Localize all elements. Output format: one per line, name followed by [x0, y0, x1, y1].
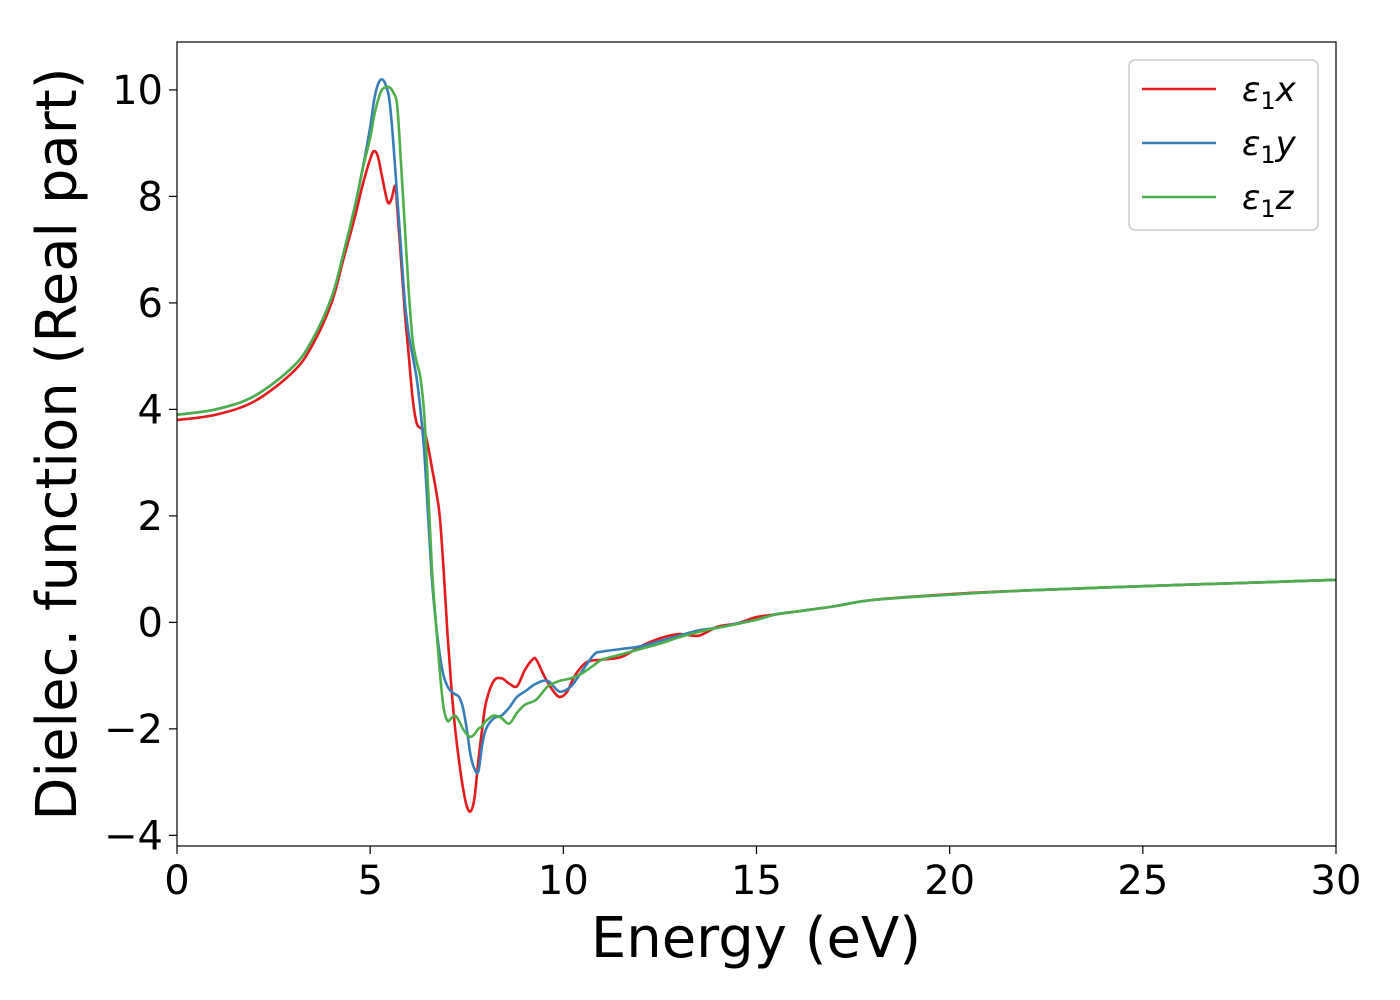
legend-box [1128, 59, 1319, 231]
x-axis-label: Energy (eV) [591, 906, 921, 971]
y-tick-label: 0 [138, 600, 163, 646]
x-tick-label: 30 [1311, 858, 1362, 904]
y-axis-ticks: −4 −2 0 2 4 6 8 10 [104, 68, 177, 859]
y-tick-label: 8 [138, 174, 163, 220]
legend-label: ε1z [1242, 178, 1295, 223]
legend: ε1x ε1y ε1z [1128, 59, 1319, 231]
x-axis-ticks: 0 5 10 15 20 25 30 [164, 846, 1361, 904]
series-line-z [176, 85, 1337, 739]
series-line-x [176, 149, 1337, 814]
series-lines [176, 77, 1337, 814]
x-tick-label: 15 [731, 858, 782, 904]
legend-label: ε1x [1242, 70, 1297, 115]
y-tick-label: −4 [104, 813, 163, 859]
y-axis-label: Dielec. function (Real part) [25, 67, 90, 820]
y-tick-label: 6 [138, 281, 163, 327]
y-tick-label: 10 [112, 68, 163, 114]
x-tick-label: 20 [924, 858, 975, 904]
x-tick-label: 10 [538, 858, 589, 904]
x-tick-label: 5 [357, 858, 382, 904]
y-tick-label: 4 [138, 387, 163, 433]
legend-label: ε1y [1242, 124, 1297, 169]
y-tick-label: −2 [104, 707, 163, 753]
y-tick-label: 2 [138, 494, 163, 540]
x-tick-label: 25 [1117, 858, 1168, 904]
x-tick-label: 0 [164, 858, 189, 904]
